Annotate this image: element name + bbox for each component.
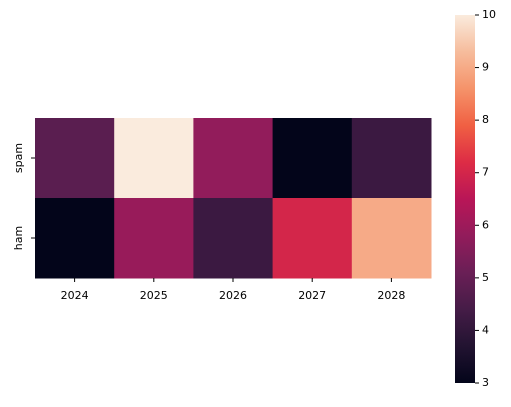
colorbar-tick-label: 7 bbox=[482, 166, 489, 179]
x-tick-label: 2028 bbox=[377, 289, 405, 302]
colorbar-tick-label: 9 bbox=[482, 61, 489, 74]
x-tick-label: 2027 bbox=[298, 289, 326, 302]
y-tick-label: ham bbox=[12, 226, 25, 250]
heatmap-cell bbox=[193, 118, 274, 199]
x-tick-label: 2024 bbox=[61, 289, 89, 302]
x-tick-label: 2026 bbox=[219, 289, 247, 302]
heatmap-cell bbox=[351, 198, 432, 279]
heatmap-cell bbox=[114, 198, 194, 279]
heatmap-cell bbox=[193, 198, 274, 279]
colorbar-tick-label: 5 bbox=[482, 271, 489, 284]
colorbar-tick-label: 6 bbox=[482, 218, 489, 231]
colorbar-tick-label: 8 bbox=[482, 113, 489, 126]
y-tick-label: spam bbox=[12, 143, 25, 173]
heatmap-cell bbox=[272, 118, 353, 199]
colorbar-tick-label: 3 bbox=[482, 376, 489, 389]
heatmap-cell bbox=[35, 198, 115, 279]
heatmap-cell bbox=[351, 118, 432, 199]
heatmap-cell bbox=[114, 118, 194, 199]
heatmap-cell bbox=[272, 198, 353, 279]
heatmap-cell bbox=[35, 118, 115, 199]
colorbar-tick-label: 10 bbox=[482, 8, 496, 21]
x-tick-label: 2025 bbox=[140, 289, 168, 302]
colorbar-tick-label: 4 bbox=[482, 323, 489, 336]
colorbar bbox=[455, 15, 475, 383]
